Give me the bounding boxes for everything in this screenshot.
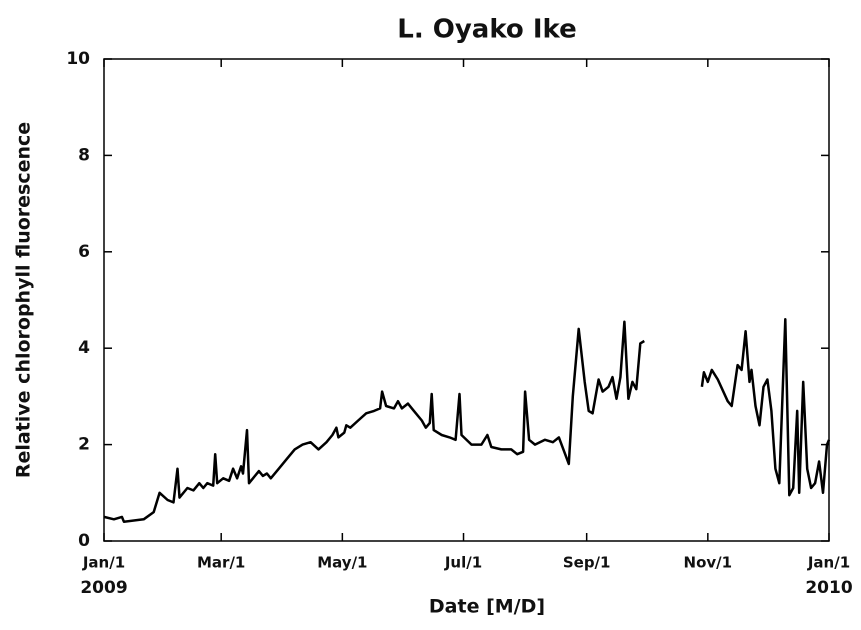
x-axis-label: Date [M/D] bbox=[429, 596, 545, 618]
x-tick-label: Jul/1 bbox=[444, 554, 482, 572]
y-tick-label: 6 bbox=[78, 242, 90, 262]
plot-frame bbox=[103, 58, 830, 542]
y-tick-label: 10 bbox=[66, 49, 90, 69]
x-tick-label: Jan/1 bbox=[82, 554, 125, 572]
y-tick-label: 0 bbox=[78, 531, 90, 551]
y-axis-label: Relative chlorophyll fluorescence bbox=[13, 122, 35, 478]
x-tick-label: Sep/1 bbox=[563, 554, 611, 572]
y-tick-label: 4 bbox=[78, 338, 90, 358]
data-line bbox=[103, 318, 831, 523]
x-year-label: 2010 bbox=[805, 578, 852, 598]
x-tick-label: Mar/1 bbox=[197, 554, 245, 572]
y-tick-label: 2 bbox=[78, 435, 90, 455]
chart-title: L. Oyako Ike bbox=[397, 15, 577, 45]
x-year-label: 2009 bbox=[80, 578, 127, 598]
x-tick-label: Nov/1 bbox=[684, 554, 733, 572]
x-tick-label: May/1 bbox=[317, 554, 367, 572]
y-tick-label: 8 bbox=[78, 145, 90, 165]
x-tick-label: Jan/1 bbox=[807, 554, 850, 572]
